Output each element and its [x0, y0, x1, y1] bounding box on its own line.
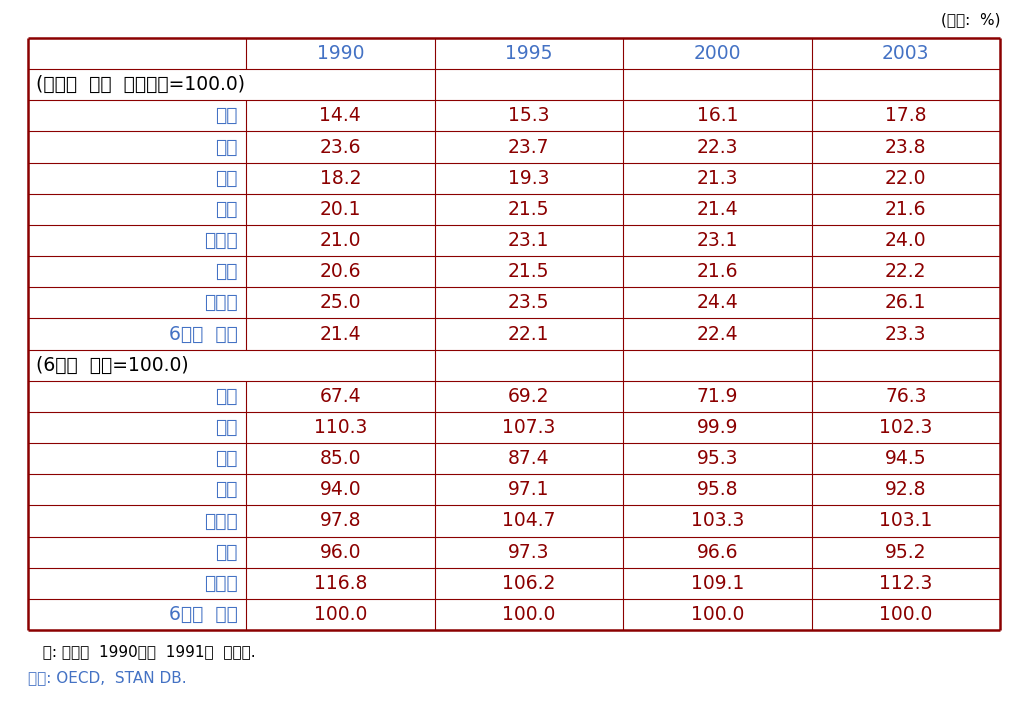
- Text: 92.8: 92.8: [885, 480, 926, 500]
- Text: 19.3: 19.3: [508, 168, 549, 188]
- Text: 17.8: 17.8: [885, 106, 926, 125]
- Text: 독일: 독일: [215, 480, 238, 500]
- Text: 14.4: 14.4: [320, 106, 361, 125]
- Text: 22.3: 22.3: [696, 137, 738, 157]
- Text: 15.3: 15.3: [508, 106, 549, 125]
- Text: 24.4: 24.4: [696, 294, 738, 312]
- Text: 23.7: 23.7: [508, 137, 549, 157]
- Text: 일본: 일본: [215, 449, 238, 468]
- Text: 85.0: 85.0: [320, 449, 361, 468]
- Text: (단위:  %): (단위: %): [940, 12, 1000, 27]
- Text: 100.0: 100.0: [879, 605, 932, 624]
- Text: 96.0: 96.0: [320, 542, 361, 562]
- Text: 영국: 영국: [215, 542, 238, 562]
- Text: 94.5: 94.5: [885, 449, 927, 468]
- Text: 22.2: 22.2: [885, 262, 926, 281]
- Text: 스웨덴: 스웨덴: [204, 574, 238, 593]
- Text: 21.5: 21.5: [508, 262, 549, 281]
- Text: 95.2: 95.2: [885, 542, 926, 562]
- Text: 94.0: 94.0: [320, 480, 361, 500]
- Text: 18.2: 18.2: [320, 168, 361, 188]
- Text: 23.1: 23.1: [508, 231, 549, 250]
- Text: 97.8: 97.8: [320, 511, 361, 531]
- Text: 21.0: 21.0: [320, 231, 361, 250]
- Text: 23.8: 23.8: [885, 137, 926, 157]
- Text: 97.1: 97.1: [508, 480, 549, 500]
- Text: 22.4: 22.4: [696, 325, 738, 343]
- Text: 110.3: 110.3: [313, 418, 367, 437]
- Text: 116.8: 116.8: [313, 574, 367, 593]
- Text: 100.0: 100.0: [502, 605, 555, 624]
- Text: 21.3: 21.3: [696, 168, 738, 188]
- Text: 102.3: 102.3: [879, 418, 932, 437]
- Text: 독일: 독일: [215, 200, 238, 219]
- Text: 106.2: 106.2: [502, 574, 555, 593]
- Text: 107.3: 107.3: [502, 418, 555, 437]
- Text: 2000: 2000: [693, 44, 741, 63]
- Text: 23.6: 23.6: [320, 137, 361, 157]
- Text: 미국: 미국: [215, 137, 238, 157]
- Text: 프랑스: 프랑스: [204, 511, 238, 531]
- Text: 영국: 영국: [215, 262, 238, 281]
- Text: 87.4: 87.4: [507, 449, 549, 468]
- Text: 23.5: 23.5: [508, 294, 549, 312]
- Text: (전산업  경상  부가가치=100.0): (전산업 경상 부가가치=100.0): [36, 75, 245, 94]
- Text: 프랑스: 프랑스: [204, 231, 238, 250]
- Text: 16.1: 16.1: [696, 106, 738, 125]
- Text: 한국: 한국: [215, 387, 238, 406]
- Text: 21.4: 21.4: [320, 325, 361, 343]
- Text: 103.1: 103.1: [879, 511, 932, 531]
- Text: 95.3: 95.3: [696, 449, 738, 468]
- Text: 67.4: 67.4: [320, 387, 361, 406]
- Text: 2003: 2003: [882, 44, 929, 63]
- Text: 25.0: 25.0: [320, 294, 361, 312]
- Text: 95.8: 95.8: [696, 480, 738, 500]
- Text: 한국: 한국: [215, 106, 238, 125]
- Text: 109.1: 109.1: [690, 574, 744, 593]
- Text: 1990: 1990: [317, 44, 364, 63]
- Text: 112.3: 112.3: [879, 574, 932, 593]
- Text: 21.6: 21.6: [696, 262, 738, 281]
- Text: 69.2: 69.2: [508, 387, 549, 406]
- Text: 23.3: 23.3: [885, 325, 926, 343]
- Text: (6개국  평균=100.0): (6개국 평균=100.0): [36, 356, 189, 375]
- Text: 주: 독일의  1990년은  1991년  비중임.: 주: 독일의 1990년은 1991년 비중임.: [33, 644, 255, 659]
- Text: 104.7: 104.7: [502, 511, 555, 531]
- Text: 20.1: 20.1: [320, 200, 361, 219]
- Text: 1995: 1995: [505, 44, 552, 63]
- Text: 20.6: 20.6: [320, 262, 361, 281]
- Text: 23.1: 23.1: [696, 231, 738, 250]
- Text: 6개국  평균: 6개국 평균: [169, 605, 238, 624]
- Text: 99.9: 99.9: [696, 418, 738, 437]
- Text: 스웨덴: 스웨덴: [204, 294, 238, 312]
- Text: 일본: 일본: [215, 168, 238, 188]
- Text: 6개국  평균: 6개국 평균: [169, 325, 238, 343]
- Text: 자료: OECD,  STAN DB.: 자료: OECD, STAN DB.: [28, 670, 187, 685]
- Text: 96.6: 96.6: [696, 542, 738, 562]
- Text: 미국: 미국: [215, 418, 238, 437]
- Text: 24.0: 24.0: [885, 231, 927, 250]
- Text: 21.6: 21.6: [885, 200, 926, 219]
- Text: 22.1: 22.1: [508, 325, 549, 343]
- Text: 21.4: 21.4: [696, 200, 738, 219]
- Text: 97.3: 97.3: [508, 542, 549, 562]
- Text: 100.0: 100.0: [690, 605, 744, 624]
- Text: 21.5: 21.5: [508, 200, 549, 219]
- Text: 26.1: 26.1: [885, 294, 926, 312]
- Text: 103.3: 103.3: [690, 511, 744, 531]
- Text: 100.0: 100.0: [313, 605, 367, 624]
- Text: 22.0: 22.0: [885, 168, 926, 188]
- Text: 71.9: 71.9: [696, 387, 738, 406]
- Text: 76.3: 76.3: [885, 387, 926, 406]
